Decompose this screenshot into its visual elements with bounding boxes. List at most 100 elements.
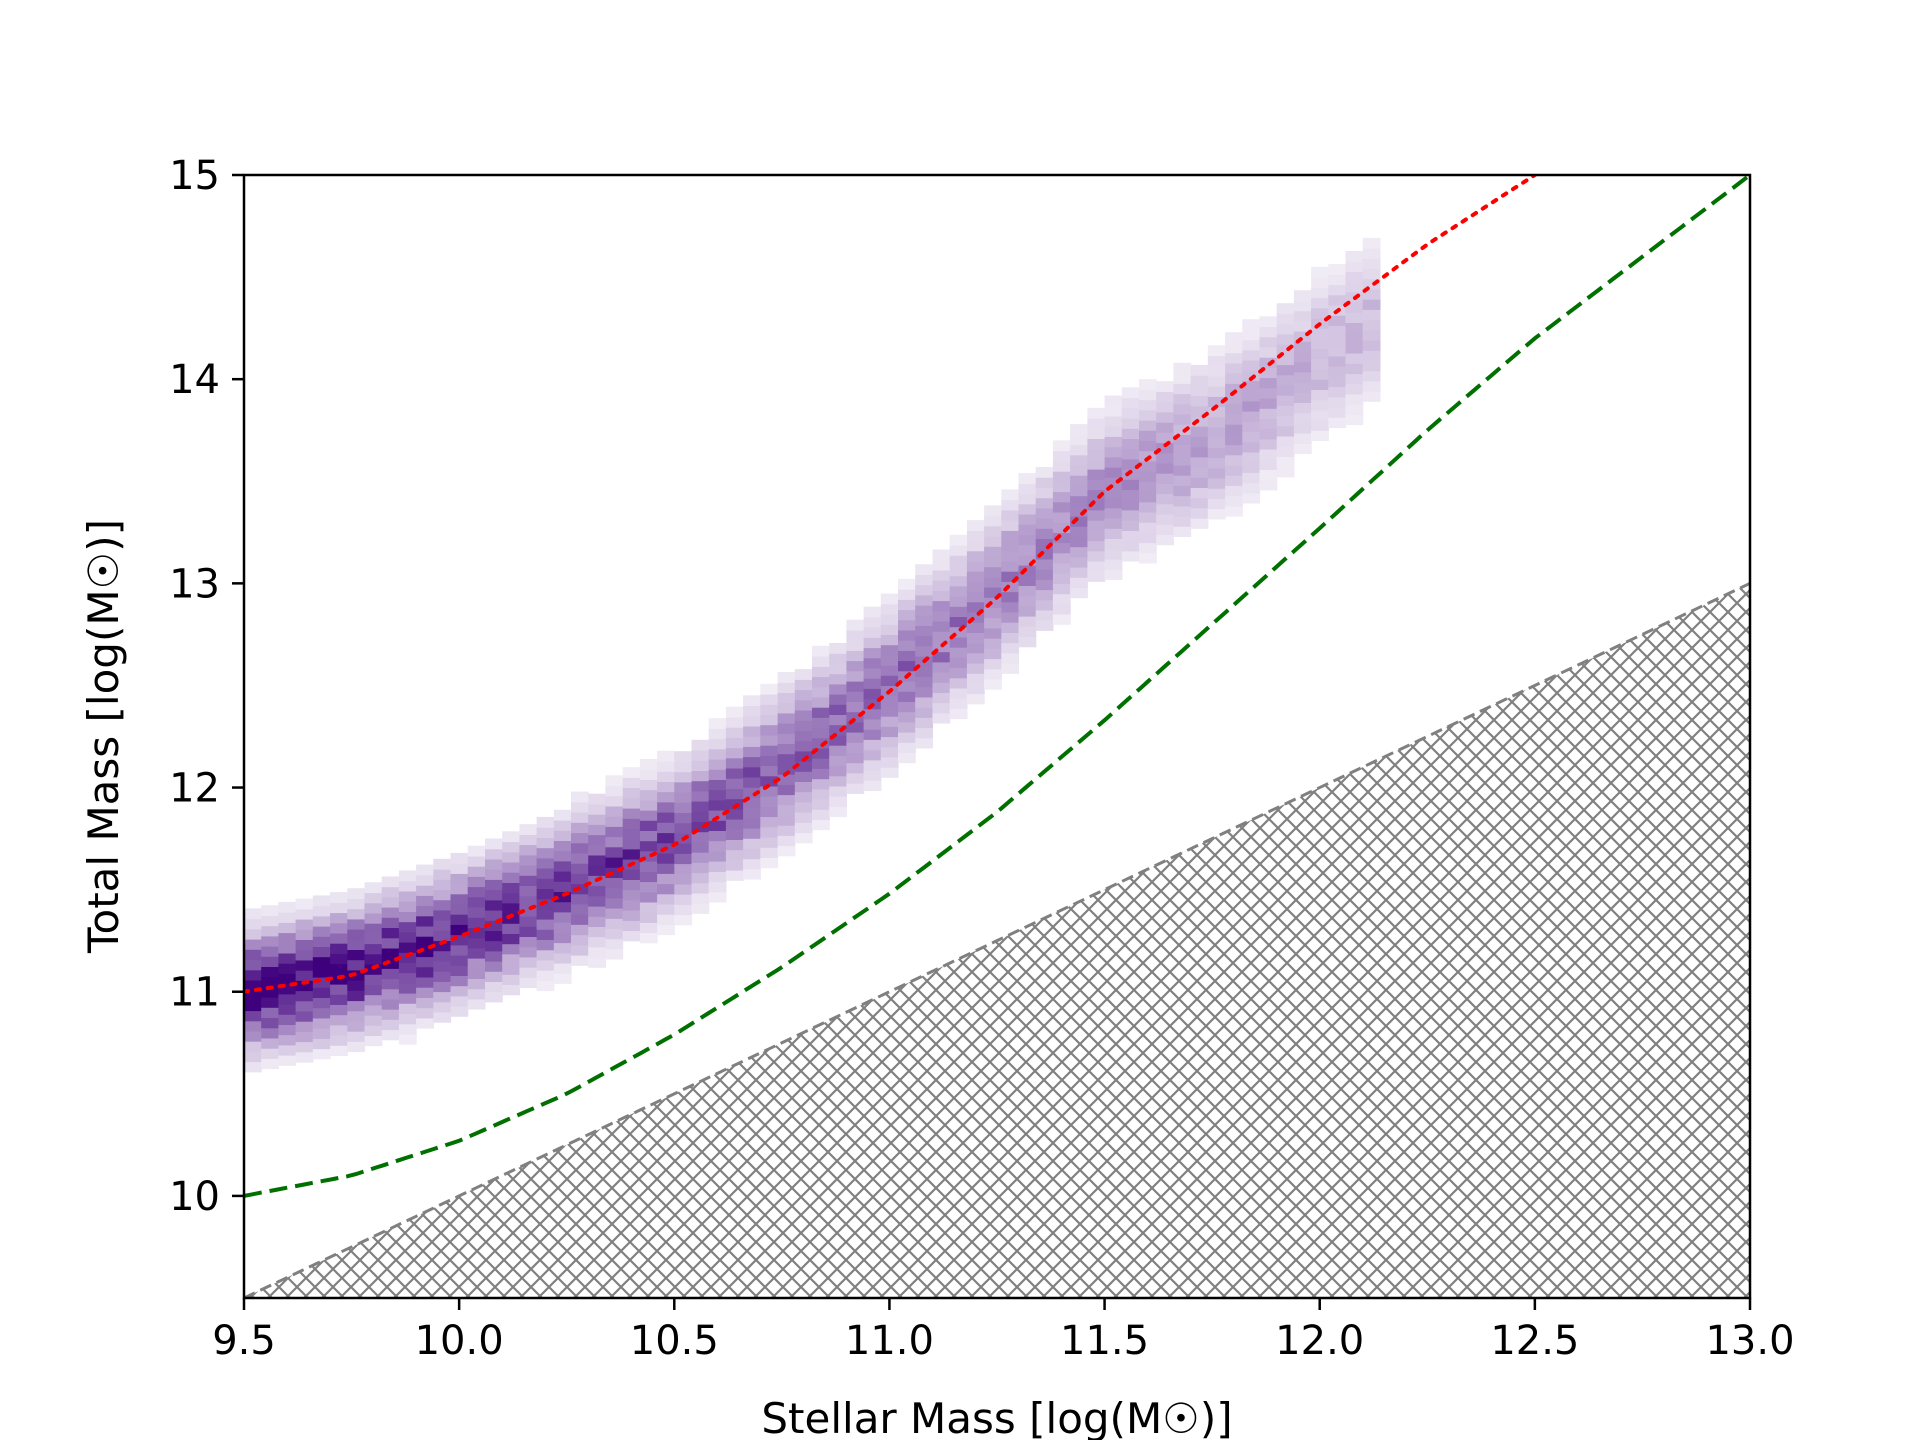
density-cell (364, 933, 383, 945)
density-cell (1173, 434, 1192, 446)
density-cell (398, 982, 417, 994)
density-cell (1070, 464, 1088, 476)
density-cell (485, 981, 503, 993)
density-cell (244, 908, 262, 920)
density-cell (708, 779, 727, 791)
density-cell (347, 929, 366, 940)
density-cell (966, 663, 985, 674)
density-cell (295, 980, 314, 992)
density-cell (398, 880, 417, 892)
density-cell (244, 1030, 262, 1042)
density-cell (605, 816, 624, 827)
density-cell (691, 770, 710, 782)
density-cell (571, 863, 589, 874)
density-cell (605, 918, 624, 929)
density-cell (1242, 319, 1261, 330)
density-cell (1035, 487, 1054, 499)
density-cell (1190, 426, 1209, 437)
density-cell (553, 901, 572, 913)
density-cell (708, 769, 727, 780)
density-cell (364, 912, 383, 924)
density-cell (984, 525, 1002, 537)
density-cell (639, 759, 658, 770)
density-cell (1087, 428, 1106, 439)
density-cell (1242, 411, 1261, 422)
density-cell (450, 863, 469, 874)
density-cell (278, 952, 297, 964)
density-cell (450, 934, 469, 946)
density-cell (416, 895, 434, 907)
density-cell (932, 682, 951, 693)
density-cell (1018, 626, 1037, 637)
density-cell (502, 892, 520, 904)
excluded-region-boundary (244, 582, 1750, 1298)
density-cell (846, 629, 865, 641)
density-cell (1070, 475, 1088, 486)
density-cell (467, 968, 486, 979)
density-cell (1276, 303, 1295, 314)
density-cell (1293, 351, 1312, 363)
density-cell (1156, 411, 1174, 423)
density-cell (880, 746, 899, 758)
density-cell (433, 1001, 452, 1013)
density-cell (708, 728, 727, 740)
density-cell (863, 780, 882, 791)
density-cell (1121, 530, 1140, 542)
density-cell (812, 707, 830, 718)
density-cell (880, 695, 899, 707)
density-cell (519, 875, 538, 886)
density-cell (846, 691, 865, 702)
density-cell (812, 809, 830, 820)
density-cell (1207, 498, 1226, 510)
density-cell (743, 705, 761, 717)
density-cell (794, 669, 813, 680)
density-cell (812, 778, 830, 790)
density-cell (725, 788, 744, 800)
density-cell (1311, 430, 1329, 441)
y-axis: 10 11 12 13 14 15 (169, 153, 244, 1220)
density-cell (1139, 491, 1157, 503)
density-cell (657, 883, 675, 895)
density-cell (777, 825, 796, 836)
density-cell (898, 589, 916, 600)
density-cell (398, 870, 417, 882)
density-cell (1242, 370, 1261, 381)
density-cell (1259, 408, 1278, 419)
density-cell (416, 885, 434, 896)
density-cell (1311, 287, 1329, 299)
density-cell (1104, 426, 1123, 437)
density-cell (639, 830, 658, 842)
density-cell (1001, 560, 1020, 572)
density-cell (743, 736, 761, 747)
density-cell (1276, 456, 1295, 468)
density-cell (1190, 405, 1209, 417)
density-cell (605, 867, 624, 878)
plot-frame (242, 173, 1752, 1300)
density-cell (863, 678, 882, 689)
density-cell (1052, 450, 1071, 462)
density-cell (1362, 350, 1381, 361)
density-cell (1001, 550, 1020, 562)
density-cell (605, 897, 624, 909)
density-cell (1345, 312, 1364, 323)
density-cell (657, 873, 675, 885)
density-cell (1018, 503, 1037, 515)
density-cell (1070, 505, 1088, 517)
density-cell (1121, 469, 1140, 480)
density-cell (1362, 248, 1381, 259)
density-cell (657, 863, 675, 874)
density-cell (794, 781, 813, 793)
density-cell (1173, 505, 1192, 517)
x-tick-label: 12.5 (1490, 1318, 1579, 1364)
density-cell (880, 614, 899, 625)
density-cell (1259, 479, 1278, 491)
density-cell (880, 634, 899, 646)
density-cell (915, 676, 933, 688)
density-cell (485, 889, 503, 901)
density-cell (416, 874, 434, 886)
density-cell (915, 584, 933, 596)
density-cell (932, 600, 951, 612)
density-cell (622, 808, 641, 819)
density-cell (536, 868, 555, 879)
density-cell (467, 907, 486, 918)
